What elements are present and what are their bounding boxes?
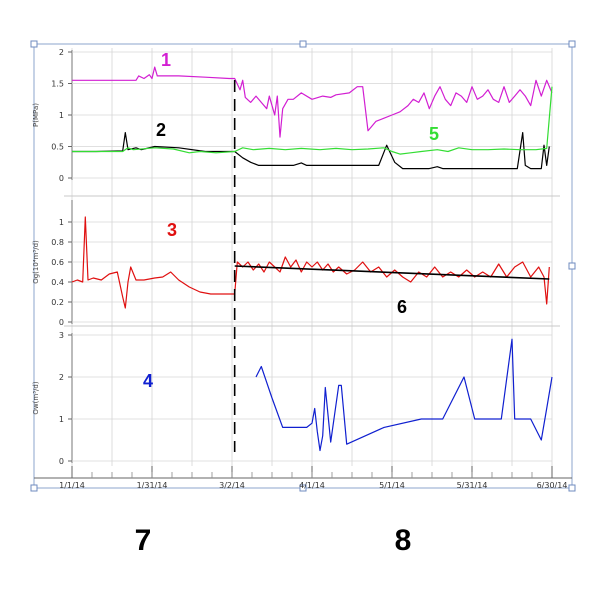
- y-tick-label: 2: [59, 373, 64, 382]
- x-tick-label: 5/31/14: [457, 481, 488, 490]
- y-tick-label: 1: [59, 111, 64, 120]
- frame-handle: [568, 40, 576, 48]
- y-tick-label: 0: [59, 318, 64, 327]
- annotation-label-1: 1: [161, 50, 171, 70]
- frame-handle: [568, 262, 576, 270]
- series-line-5: [72, 86, 553, 155]
- frame-handle: [299, 40, 307, 48]
- annotation-label-3: 3: [167, 220, 177, 240]
- y-tick-label: 0: [59, 457, 64, 466]
- series-line-3: [71, 216, 550, 309]
- frame-handle: [30, 484, 38, 492]
- y-axis-title: P(MPa): [32, 103, 40, 127]
- x-tick-label: 1/31/14: [137, 481, 168, 490]
- series-line-2: [72, 132, 550, 170]
- series-line-1: [72, 66, 553, 138]
- y-tick-label: 1: [59, 218, 64, 227]
- y-axis-title: Og(10⁴m³/d): [32, 240, 40, 284]
- x-tick-label: 6/30/14: [537, 481, 568, 490]
- y-axis-title: Ow(m³/d): [32, 381, 40, 414]
- y-tick-label: 0.4: [51, 278, 64, 287]
- annotation-label-2: 2: [156, 120, 166, 140]
- annotation-label-7: 7: [135, 524, 152, 557]
- outer-frame: [33, 43, 573, 489]
- y-tick-label: 0: [59, 174, 64, 183]
- annotation-label-6: 6: [397, 297, 407, 317]
- frame-handle: [299, 484, 307, 492]
- frame-handle: [568, 484, 576, 492]
- frame-handle: [30, 40, 38, 48]
- annotation-label-4: 4: [143, 371, 153, 391]
- y-tick-label: 0.5: [51, 143, 64, 152]
- y-tick-label: 3: [59, 331, 64, 340]
- y-tick-label: 0.6: [51, 258, 64, 267]
- y-tick-label: 0.8: [51, 238, 64, 247]
- series-line-6: [234, 265, 550, 280]
- annotation-label-8: 8: [395, 524, 412, 557]
- x-tick-label: 5/1/14: [379, 481, 405, 490]
- annotation-label-5: 5: [429, 124, 439, 144]
- y-tick-label: 2: [59, 48, 64, 57]
- y-tick-label: 1: [59, 415, 64, 424]
- y-tick-label: 1.5: [51, 80, 64, 89]
- series-line-4: [255, 338, 553, 452]
- x-tick-label: 1/1/14: [59, 481, 85, 490]
- x-tick-label: 3/2/14: [219, 481, 245, 490]
- x-tick-label: 4/1/14: [299, 481, 325, 490]
- y-tick-label: 0.2: [51, 298, 64, 307]
